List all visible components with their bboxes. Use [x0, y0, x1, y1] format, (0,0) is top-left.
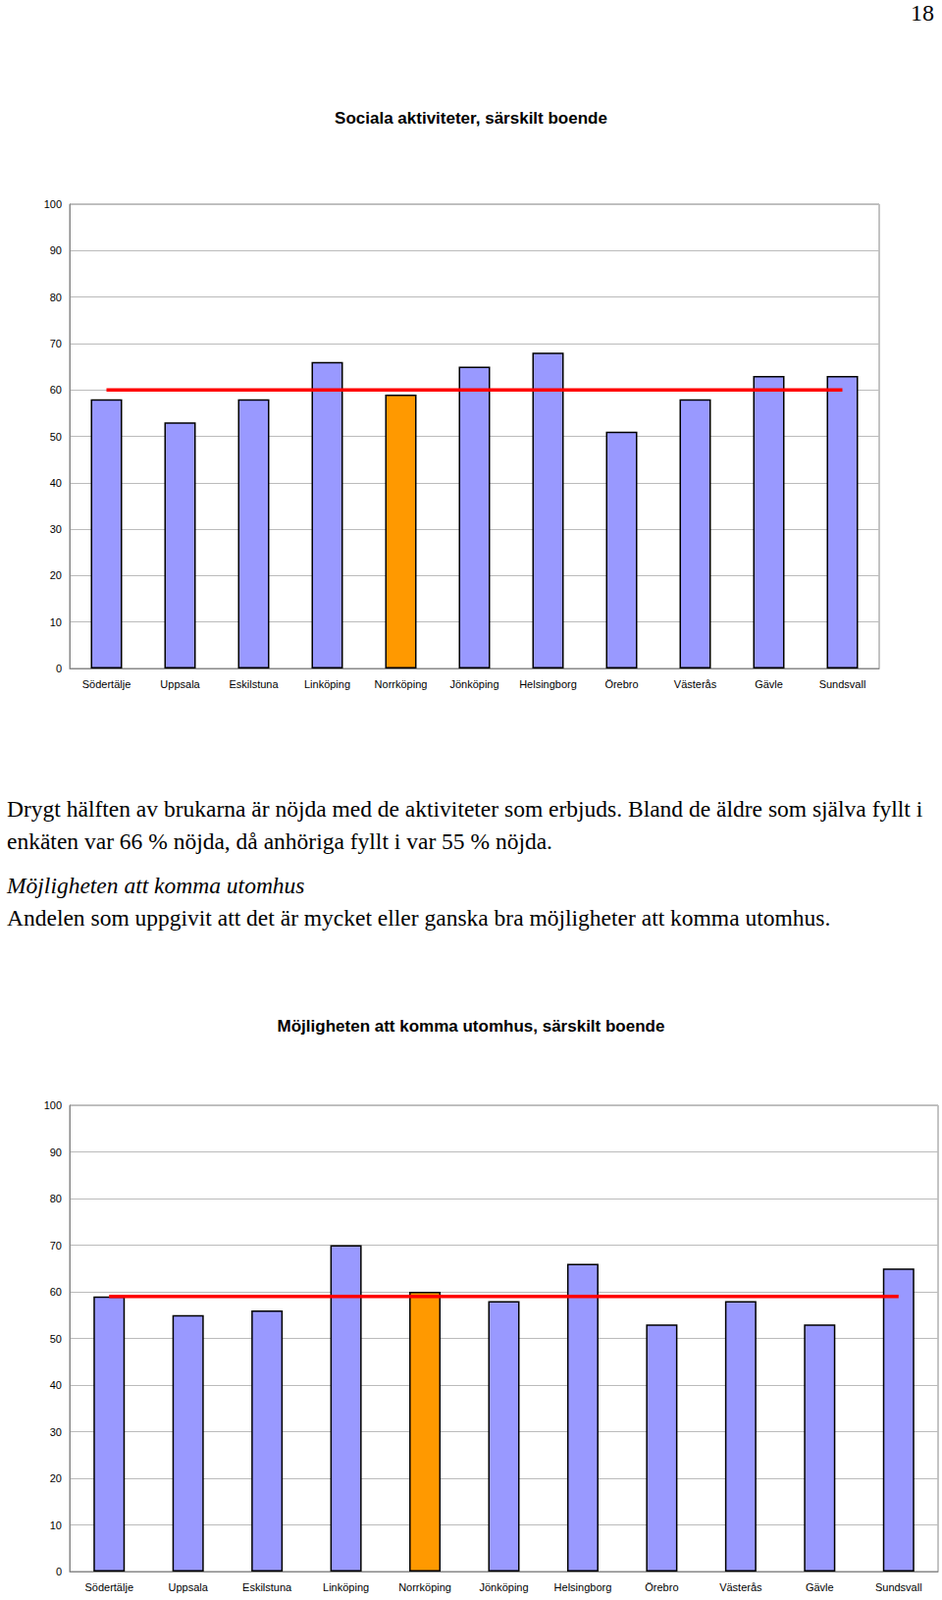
svg-text:10: 10: [50, 1518, 62, 1531]
svg-text:Örebro: Örebro: [644, 1580, 679, 1593]
svg-text:Jönköping: Jönköping: [449, 678, 499, 690]
svg-text:80: 80: [50, 1192, 62, 1204]
svg-text:10: 10: [50, 616, 62, 628]
svg-text:Västerås: Västerås: [674, 678, 718, 690]
svg-text:Gävle: Gävle: [754, 678, 784, 690]
svg-text:Uppsala: Uppsala: [159, 678, 201, 690]
svg-text:Gävle: Gävle: [805, 1580, 835, 1593]
svg-text:90: 90: [50, 244, 62, 257]
svg-text:Södertälje: Södertälje: [84, 1580, 134, 1593]
html-text:18: 18: [910, 0, 935, 26]
svg-text:100: 100: [44, 1099, 62, 1111]
svg-text:Helsingborg: Helsingborg: [554, 1580, 613, 1593]
svg-text:80: 80: [50, 291, 62, 304]
svg-text:Eskilstuna: Eskilstuna: [242, 1580, 293, 1593]
svg-text:Örebro: Örebro: [604, 678, 638, 690]
svg-text:Sundsvall: Sundsvall: [875, 1580, 923, 1593]
svg-text:0: 0: [55, 662, 62, 675]
svg-text:100: 100: [44, 198, 62, 210]
html-text:Andelen som uppgivit att det ä: Andelen som uppgivit att det är mycket e…: [6, 904, 831, 931]
svg-text:Västerås: Västerås: [719, 1580, 763, 1593]
svg-text:Sociala aktiviteter, särskilt: Sociala aktiviteter, särskilt boende: [334, 108, 608, 128]
svg-text:Helsingborg: Helsingborg: [519, 678, 577, 690]
svg-text:Uppsala: Uppsala: [168, 1580, 210, 1593]
html-text:Möjligheten att komma utomhus: Möjligheten att komma utomhus: [6, 872, 305, 898]
svg-text:60: 60: [50, 1285, 62, 1298]
svg-text:70: 70: [50, 1239, 62, 1252]
svg-text:Eskilstuna: Eskilstuna: [228, 678, 279, 690]
svg-text:20: 20: [50, 1471, 62, 1484]
svg-text:50: 50: [50, 1332, 62, 1345]
svg-text:0: 0: [55, 1565, 62, 1577]
svg-text:40: 40: [50, 1378, 62, 1391]
svg-text:70: 70: [50, 337, 62, 350]
svg-text:60: 60: [50, 383, 62, 396]
svg-text:40: 40: [50, 476, 62, 489]
svg-text:Sundsvall: Sundsvall: [819, 678, 867, 690]
html-text:Drygt hälften av brukarna är n: Drygt hälften av brukarna är nöjda med d…: [6, 795, 923, 854]
svg-text:90: 90: [50, 1146, 62, 1158]
svg-text:Linköping: Linköping: [304, 678, 351, 690]
svg-text:Möjligheten att komma utomhus,: Möjligheten att komma utomhus, särskilt …: [277, 1016, 666, 1036]
svg-text:30: 30: [50, 1425, 62, 1438]
svg-text:Jönköping: Jönköping: [478, 1580, 528, 1593]
svg-text:Linköping: Linköping: [322, 1580, 369, 1593]
svg-text:Södertälje: Södertälje: [82, 678, 132, 690]
svg-text:30: 30: [50, 523, 62, 535]
svg-text:Norrköping: Norrköping: [374, 678, 428, 690]
svg-text:20: 20: [50, 569, 62, 581]
svg-text:50: 50: [50, 430, 62, 443]
svg-text:Norrköping: Norrköping: [398, 1580, 452, 1593]
